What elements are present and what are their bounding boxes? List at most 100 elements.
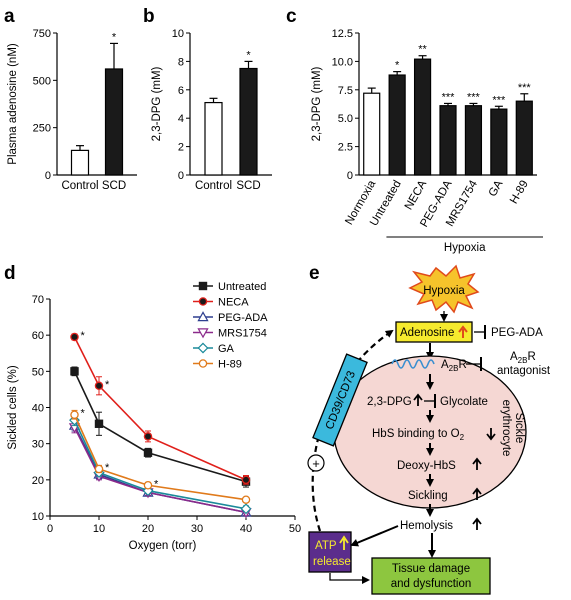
arrow-atp-tissue	[329, 573, 370, 584]
legend-marker	[197, 311, 209, 322]
x-tick-label: GA	[487, 178, 506, 199]
hbs-binding-label: HbS binding to O2	[372, 428, 465, 442]
y-tick-label: 60	[32, 330, 44, 342]
y-axis-label: 2,3-DPG (mM)	[311, 66, 323, 141]
hypoxia-group-label: Hypoxia	[444, 242, 486, 254]
legend-label: Untreated	[218, 281, 266, 293]
data-point	[70, 410, 79, 419]
y-tick-label: 2	[178, 142, 184, 154]
significance-label: ***	[467, 91, 481, 103]
bar	[413, 58, 432, 176]
data-point	[143, 448, 153, 457]
tissue-label-2: and dysfunction	[391, 578, 472, 590]
bar	[239, 67, 258, 176]
significance-label: **	[418, 44, 427, 56]
chart-dpg-hypoxia: 02.55.07.510.012.52,3-DPG (mM)Normoxia*U…	[311, 28, 543, 254]
data-point	[70, 332, 79, 342]
y-axis-label: Plasma adenosine (nM)	[7, 43, 19, 165]
panel-label-b: b	[143, 6, 155, 27]
plus-circle-icon	[307, 454, 325, 472]
significance-label: ***	[492, 94, 506, 106]
series-line	[73, 414, 247, 501]
peg-ada-label: PEG-ADA	[491, 327, 543, 339]
y-tick-label: 0	[45, 170, 51, 182]
deoxy-hbs-label: Deoxy-HbS	[397, 460, 456, 472]
antagonist-label-2: antagonist	[497, 365, 551, 377]
erythrocyte-label: erythrocyte	[500, 400, 512, 457]
legend-label: GA	[218, 343, 235, 355]
up-arrow-icon	[472, 517, 482, 530]
x-tick-label: Control	[195, 180, 232, 192]
chart-dpg-control-scd: 0 2 4 6 8 10 2,3-DPG (mM) Control * SCD	[151, 28, 272, 192]
feedback-arrow-atp-adenosine	[311, 329, 394, 532]
y-tick-label: 10	[172, 28, 184, 40]
up-arrow-icon	[458, 325, 468, 338]
significance-label: *	[246, 49, 251, 61]
y-tick-label: 12.5	[332, 28, 353, 40]
significance-label: *	[154, 478, 159, 490]
data-point	[94, 381, 104, 391]
cd39-cd73-box: CD39/CD73	[312, 353, 368, 447]
panel-label-c: c	[286, 6, 297, 27]
receptor-icon	[391, 359, 435, 369]
x-tick-label: 10	[93, 523, 105, 535]
x-tick-label: H-89	[508, 179, 531, 207]
bar	[363, 92, 381, 176]
series-line	[73, 419, 247, 510]
panel-label-d: d	[4, 263, 16, 284]
x-tick-label: NECA	[403, 178, 430, 212]
y-tick-label: 0	[347, 170, 353, 182]
legend-marker	[198, 297, 208, 306]
legend-marker	[198, 281, 208, 291]
y-axis-label: 2,3-DPG (mM)	[151, 66, 163, 141]
bar	[388, 74, 406, 176]
plus-label: +	[312, 456, 320, 471]
legend-marker	[197, 328, 209, 339]
y-tick-label: 6	[178, 85, 184, 97]
x-tick-label: Control	[61, 180, 98, 192]
legend-marker	[197, 342, 209, 354]
y-tick-label: 7.5	[338, 85, 353, 97]
y-tick-label: 5.0	[338, 113, 353, 125]
y-tick-label: 8	[178, 56, 184, 68]
a2br-receptor-label: A2BR	[441, 359, 467, 373]
significance-label: *	[81, 408, 86, 420]
sickle-label: Sickle	[513, 413, 525, 444]
significance-label: ***	[442, 91, 456, 103]
significance-label: *	[81, 330, 86, 342]
bar	[439, 105, 457, 176]
y-tick-label: 4	[178, 113, 184, 125]
significance-label: *	[105, 462, 110, 474]
bar	[490, 108, 508, 176]
legend-label: H-89	[218, 359, 242, 371]
legend-label: MRS1754	[218, 328, 267, 340]
x-axis-label: Oxygen (torr)	[129, 540, 197, 552]
data-point	[241, 495, 251, 504]
legend-marker	[198, 359, 208, 368]
x-tick-label: 50	[289, 523, 301, 535]
data-point	[94, 419, 104, 428]
atp-label: ATP	[315, 540, 337, 552]
chart-plasma-adenosine: 0 250 500 750 Plasma adenosine (nM) Control * S…	[7, 28, 137, 192]
atp-release-box	[308, 531, 352, 573]
x-tick-label: 40	[240, 523, 252, 535]
sickling-label: Sickling	[408, 490, 448, 502]
significance-label: *	[395, 60, 400, 72]
y-tick-label: 500	[33, 75, 51, 87]
release-label: release	[313, 556, 351, 568]
y-axis-label: Sickled cells (%)	[7, 365, 19, 450]
y-tick-label: 750	[33, 28, 51, 40]
y-tick-label: 10	[32, 511, 44, 523]
series-line	[73, 370, 247, 483]
bar	[70, 149, 90, 176]
glycolate-label: Glycolate	[440, 396, 488, 408]
y-tick-label: 250	[33, 123, 51, 135]
dpg-label: 2,3-DPG	[367, 396, 412, 408]
significance-label: ***	[518, 82, 532, 94]
bar	[515, 100, 533, 176]
significance-label: *	[105, 379, 110, 391]
hypoxia-burst	[408, 264, 480, 314]
hypoxia-label: Hypoxia	[423, 285, 465, 297]
